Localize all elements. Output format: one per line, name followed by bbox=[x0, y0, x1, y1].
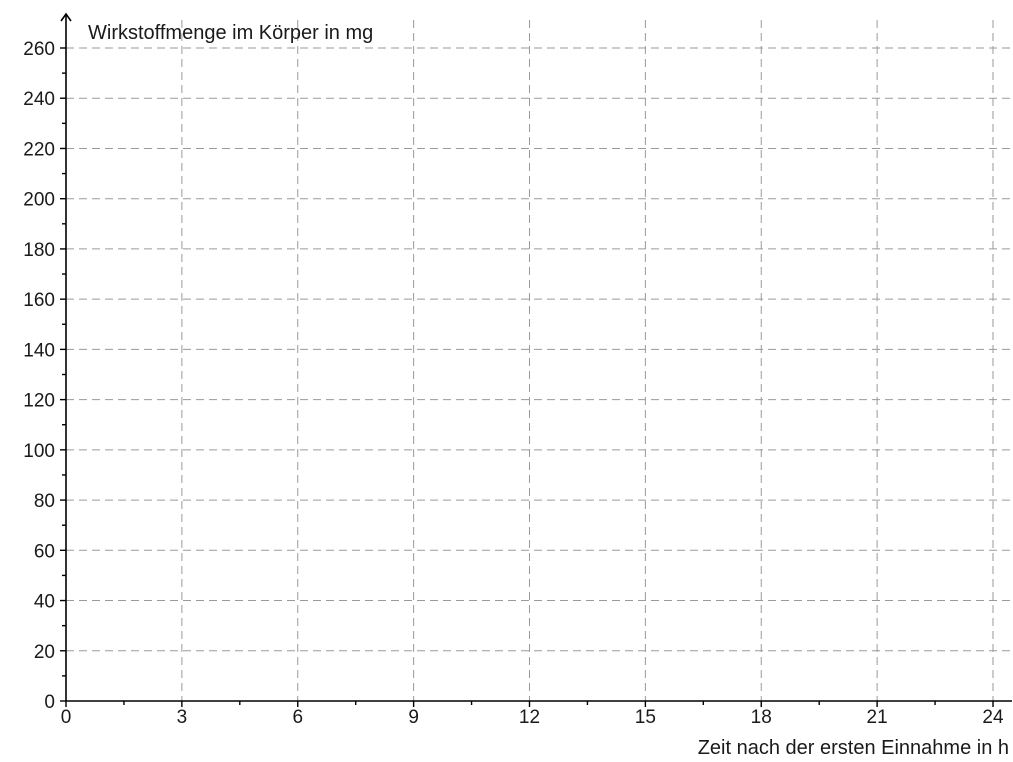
y-tick-label: 60 bbox=[34, 541, 55, 562]
tick-labels: 0 20 40 60 80 100 120 140 160 180 200 220 240 260 0 3 6 9… bbox=[23, 39, 1004, 728]
y-tick-label: 260 bbox=[23, 39, 55, 60]
y-tick-label: 140 bbox=[23, 340, 55, 361]
x-tick-label: 3 bbox=[177, 707, 188, 728]
x-tick-label: 18 bbox=[751, 707, 772, 728]
y-axis-arrow-icon bbox=[60, 12, 72, 22]
y-tick-label: 160 bbox=[23, 290, 55, 311]
y-axis-label: Wirkstoffmenge im Körper in mg bbox=[88, 22, 373, 44]
x-tick-label: 6 bbox=[292, 707, 303, 728]
y-tick-label: 20 bbox=[34, 642, 55, 663]
y-tick-label: 100 bbox=[23, 441, 55, 462]
y-tick-label: 200 bbox=[23, 190, 55, 211]
x-tick-label: 9 bbox=[408, 707, 419, 728]
y-tick-label: 80 bbox=[34, 491, 55, 512]
y-tick-label: 0 bbox=[44, 692, 55, 713]
y-tick-label: 120 bbox=[23, 391, 55, 412]
x-tick-label: 24 bbox=[982, 707, 1004, 728]
x-tick-label: 0 bbox=[61, 707, 72, 728]
y-tick-label: 240 bbox=[23, 89, 55, 110]
x-tick-label: 21 bbox=[867, 707, 888, 728]
axes bbox=[60, 12, 1012, 702]
ticks bbox=[60, 47, 994, 707]
y-tick-label: 180 bbox=[23, 240, 55, 261]
y-tick-label: 220 bbox=[23, 139, 55, 160]
x-tick-label: 12 bbox=[519, 707, 540, 728]
y-tick-label: 40 bbox=[34, 592, 55, 613]
grid bbox=[66, 20, 1012, 701]
x-tick-label: 15 bbox=[635, 707, 656, 728]
x-axis-label: Zeit nach der ersten Einnahme in h bbox=[698, 737, 1009, 759]
